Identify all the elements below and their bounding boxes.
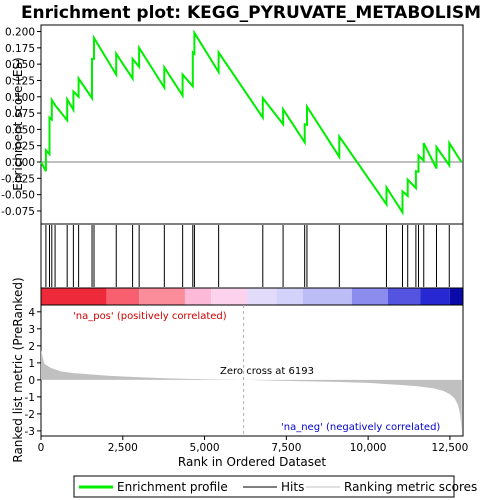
metric-tick-label: -1 [25, 392, 35, 404]
legend-metric-label: Ranking metric scores [344, 480, 477, 494]
es-profile-line [40, 29, 463, 216]
es-tick-label: 0.125 [5, 75, 35, 87]
es-tick-label: -0.025 [1, 173, 35, 185]
metric-tick-label: 1 [28, 358, 35, 370]
hits-panel-frame [40, 223, 464, 289]
es-panel: -0.075 -0.050 -0.025 0.000 0.025 0.050 0.075 0.… [1, 24, 464, 225]
x-tick-label: 5,000 [190, 442, 220, 454]
metric-tick-label: 0 [28, 375, 35, 387]
es-tick-label: 0.200 [5, 27, 35, 39]
heat-segment [211, 288, 248, 305]
heat-segment [302, 288, 352, 305]
hits-panel [40, 223, 464, 289]
x-axis-label: Rank in Ordered Dataset [178, 455, 326, 469]
heat-segment [351, 288, 388, 305]
legend: Enrichment profile Hits Ranking metric s… [73, 475, 477, 498]
es-tick-label: 0.150 [5, 59, 35, 71]
es-tick-label: 0.000 [5, 157, 35, 169]
metric-tick-label: 4 [28, 307, 35, 319]
es-tick-label: 0.100 [5, 92, 35, 104]
neg-label: 'na_neg' (negatively correlated) [281, 422, 440, 433]
es-tick-label: -0.050 [1, 190, 35, 202]
x-tick-label: 10,000 [350, 442, 387, 454]
heat-segment [41, 288, 107, 305]
metric-axis-label: Ranked list metric (PreRanked) [11, 277, 25, 462]
heat-segment [184, 288, 212, 305]
metric-tick-label: -2 [25, 409, 35, 421]
heat-segment [139, 288, 185, 305]
legend-hits-label: Hits [281, 480, 304, 494]
es-tick-label: 0.075 [5, 108, 35, 120]
es-panel-frame [40, 24, 464, 225]
x-tick-label: 2,500 [108, 442, 138, 454]
x-tick-label: 7,500 [271, 442, 301, 454]
metric-panel-frame [40, 304, 464, 437]
heat-segment [449, 288, 463, 305]
metric-panel: -3 -2 -1 0 1 2 3 4 'na_pos' (positively correla… [25, 304, 464, 438]
heat-segment [387, 288, 421, 305]
metric-tick-label: -3 [25, 426, 35, 438]
es-axis-label: Enrichment score (ES) [11, 57, 25, 190]
heat-segment [106, 288, 140, 305]
x-tick-label: 0 [38, 442, 45, 454]
es-tick-label: 0.050 [5, 124, 35, 136]
x-tick-label: 12,500 [432, 442, 469, 454]
es-tick-label: 0.025 [5, 141, 35, 153]
legend-es-label: Enrichment profile [117, 480, 228, 494]
heat-segment [247, 288, 277, 305]
es-tick-label: 0.175 [5, 43, 35, 55]
zero-cross-label: Zero cross at 6193 [220, 366, 314, 377]
pos-label: 'na_pos' (positively correlated) [73, 311, 227, 322]
heat-segment [420, 288, 450, 305]
heat-segment [276, 288, 303, 305]
metric-tick-label: 3 [28, 324, 35, 336]
es-tick-label: -0.075 [1, 206, 35, 218]
metric-tick-label: 2 [28, 341, 35, 353]
chart-title: Enrichment plot: KEGG_PYRUVATE_METABOLIS… [21, 3, 481, 23]
rank-heat-bar [41, 288, 463, 305]
